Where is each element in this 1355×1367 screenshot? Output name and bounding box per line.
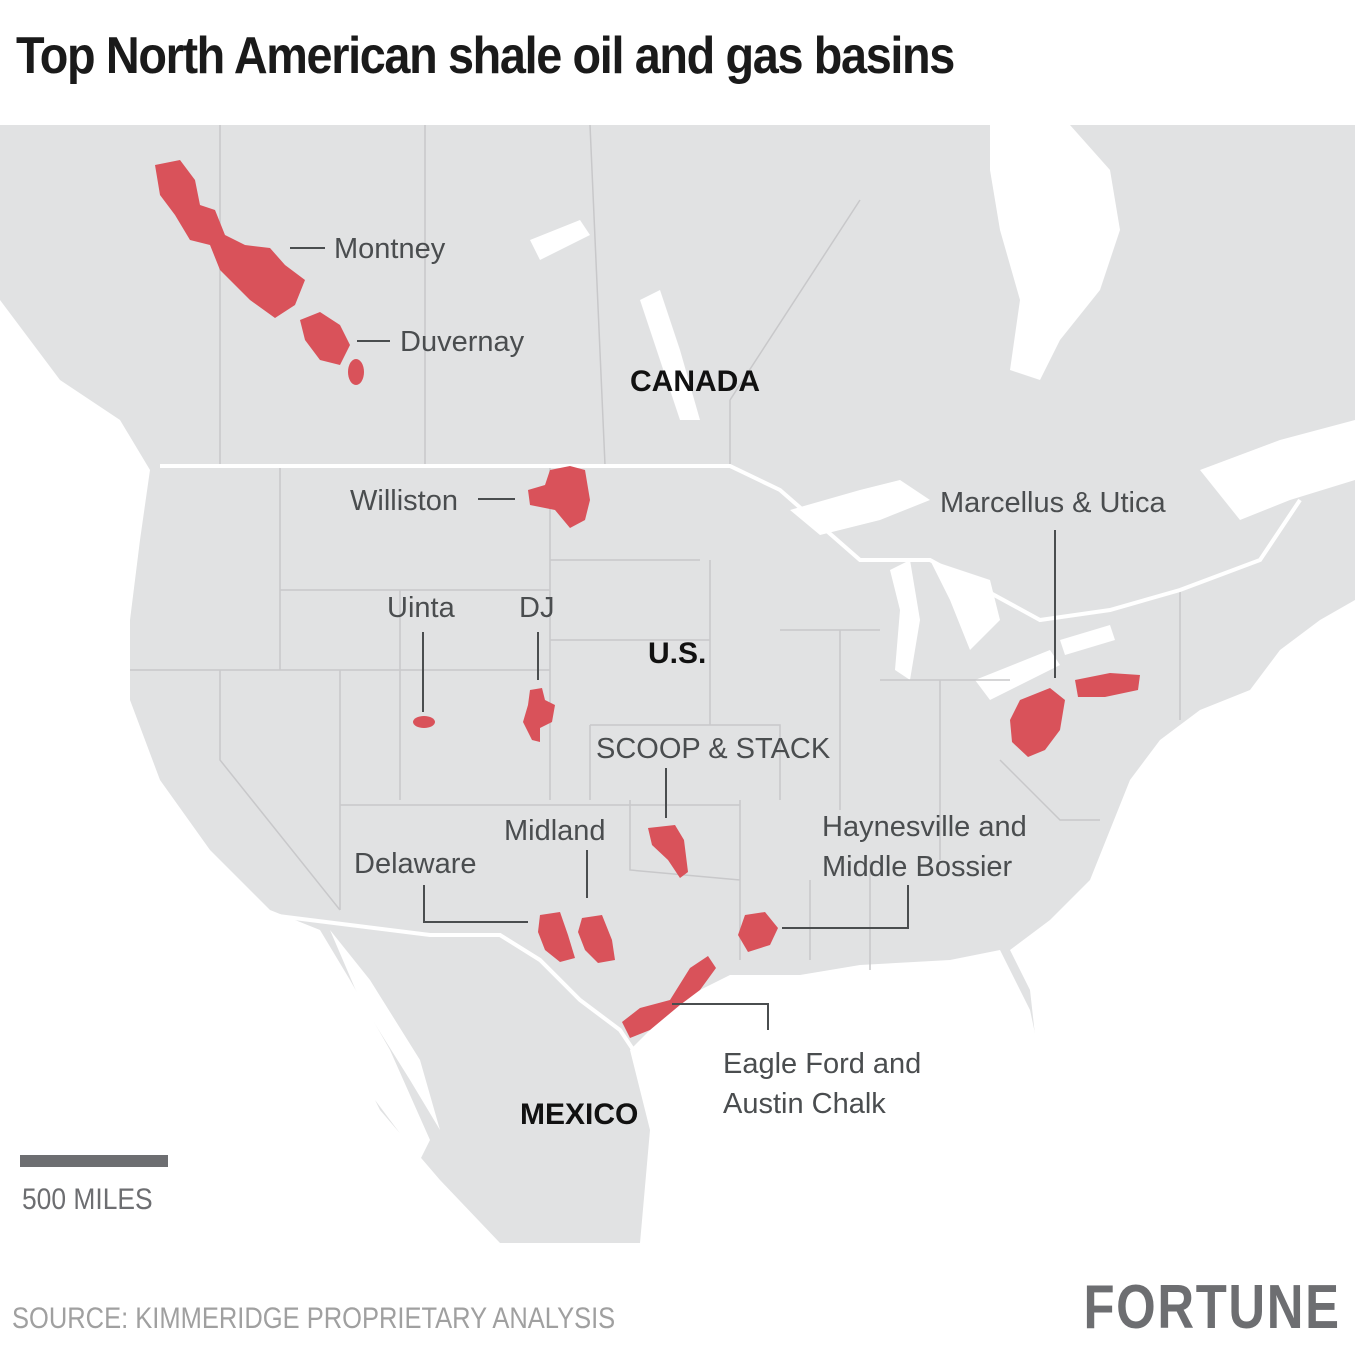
hudson-bay [990,125,1120,380]
basin-delaware [538,912,575,962]
label-uinta: Uinta [387,592,456,624]
basin-marcellus-east [1075,673,1140,697]
basin-midland [578,915,615,963]
lake-ontario [1060,625,1115,655]
state-province-lines [130,125,1181,970]
label-canada: CANADA [630,365,760,398]
basin-scoop-stack [648,825,688,878]
atlantic-ocean [1010,600,1355,1243]
basin-dj [523,688,555,742]
scale-label: 500 MILES [22,1183,153,1216]
country-borders [160,464,1302,1062]
basin-haynesville [738,912,778,952]
label-williston: Williston [350,485,458,517]
label-dj: DJ [519,592,554,624]
label-marcellus-utica: Marcellus & Utica [940,487,1166,519]
basin-uinta [413,716,435,728]
label-eagle-ford-1: Eagle Ford and [723,1048,921,1080]
labels: CANADA U.S. MEXICO Montney Duvernay Will… [334,233,1166,1131]
basin-duvernay-east [348,359,364,385]
leader-lines [290,247,1056,1030]
chart-title: Top North American shale oil and gas bas… [16,27,955,85]
lake-michigan [890,560,920,680]
great-slave-lake [530,220,590,260]
lake-huron [930,560,1000,650]
label-haynesville-1: Haynesville and [822,811,1027,843]
scale-bar [20,1155,168,1167]
label-delaware: Delaware [354,848,477,880]
gulf-of-california [330,930,440,1130]
water [0,125,1355,1243]
label-midland: Midland [504,815,606,847]
gulf-of-st-lawrence [1200,420,1355,520]
gulf-of-mexico [630,950,1060,1243]
basin-eagle-ford [622,956,716,1038]
basin-williston [528,466,590,528]
basins [155,160,1140,1038]
lake-erie [975,650,1060,700]
label-mexico: MEXICO [520,1098,638,1131]
label-haynesville-2: Middle Bossier [822,851,1013,883]
label-eagle-ford-2: Austin Chalk [723,1088,886,1120]
label-montney: Montney [334,233,446,265]
lake-superior [790,480,930,535]
basin-montney [155,160,305,318]
label-scoop-stack: SCOOP & STACK [596,733,831,765]
map: CANADA U.S. MEXICO Montney Duvernay Will… [0,125,1355,1243]
label-duvernay: Duvernay [400,326,525,358]
pacific-ocean [0,300,500,1243]
basin-duvernay [300,312,350,365]
source-note: SOURCE: KIMMERIDGE PROPRIETARY ANALYSIS [12,1302,616,1335]
label-us: U.S. [648,637,706,670]
lake-winnipeg [640,290,700,420]
fortune-logo: FORTUNE [1083,1273,1341,1342]
basin-marcellus-utica [1010,688,1065,757]
